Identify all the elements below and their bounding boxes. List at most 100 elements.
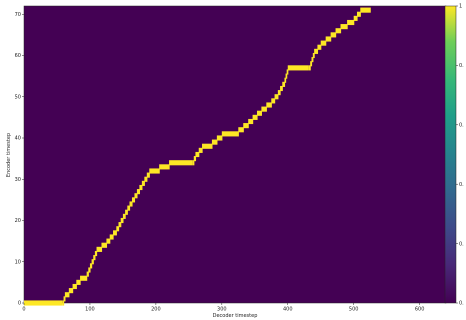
alignment-cell	[86, 271, 89, 277]
alignment-cell	[325, 36, 332, 42]
alignment-cell	[159, 164, 170, 170]
alignment-cell	[356, 11, 361, 17]
alignment-cell	[96, 246, 103, 252]
y-axis-ticks: 0 10 20 30 40 50 60 70	[15, 12, 24, 307]
alignment-cell	[125, 209, 128, 215]
alignment-cell	[277, 90, 281, 96]
alignment-cell	[118, 222, 122, 228]
alignment-cell	[134, 193, 138, 199]
alignment-cell	[131, 197, 136, 203]
alignment-cell	[195, 151, 200, 158]
alignment-cell	[88, 267, 91, 273]
alignment-cell	[221, 131, 239, 137]
colorbar-tick-label: 0.	[459, 63, 464, 69]
alignment-cell	[62, 300, 65, 306]
alignment-cell	[144, 176, 148, 182]
alignment-cell	[280, 85, 283, 92]
x-tick-label: 600	[415, 307, 425, 313]
alignment-cell	[202, 143, 213, 149]
alignment-cell	[76, 279, 81, 285]
alignment-cell	[256, 110, 262, 116]
alignment-cell	[274, 94, 279, 100]
alignment-cell	[340, 24, 348, 30]
alignment-cell	[310, 61, 313, 67]
alignment-cell	[101, 242, 108, 248]
alignment-cell	[282, 81, 286, 87]
alignment-cell	[127, 205, 131, 211]
y-tick-label: 40	[15, 136, 21, 142]
alignment-cell	[80, 275, 88, 281]
alignment-cell	[317, 44, 322, 50]
x-tick-label: 100	[85, 307, 95, 313]
alignment-cell	[122, 213, 126, 219]
alignment-cell	[286, 69, 289, 75]
alignment-cell	[314, 48, 319, 54]
alignment-cell	[113, 230, 117, 236]
alignment-cell	[353, 15, 358, 21]
alignment-cell	[198, 147, 203, 153]
alignment-cell	[129, 201, 133, 207]
alignment-cell	[266, 102, 272, 108]
alignment-cell	[243, 123, 249, 129]
alignment-cell	[139, 184, 143, 191]
colorbar	[444, 5, 457, 304]
y-tick-label: 50	[15, 94, 21, 100]
alignment-cell	[146, 172, 150, 178]
colorbar-ticks: 1 0. 0. 0. 0. 0.	[456, 4, 464, 307]
alignment-cell	[141, 180, 145, 186]
x-tick-label: 500	[349, 307, 359, 313]
alignment-cell	[64, 292, 70, 298]
alignment-cell	[248, 118, 254, 125]
alignment-cell	[91, 259, 94, 265]
alignment-cell	[216, 135, 223, 141]
alignment-cell	[330, 32, 337, 38]
alignment-cell	[193, 156, 197, 162]
alignment-cell	[211, 139, 218, 145]
alignment-cell	[24, 300, 63, 306]
alignment-cell	[94, 250, 98, 257]
alignment-cell	[347, 19, 355, 26]
colorbar-tick-label: 0.	[459, 182, 464, 188]
x-tick-label: 400	[283, 307, 293, 313]
alignment-cell	[192, 160, 195, 166]
alignment-cell	[136, 189, 140, 195]
alignment-cell	[120, 217, 124, 224]
x-tick-label: 0	[22, 307, 25, 313]
alignment-cell	[68, 288, 74, 294]
x-axis-ticks: 0 100 200 300 400 500 600	[22, 303, 424, 313]
y-axis-label: Encoder timestep	[6, 133, 12, 177]
colorbar-tick-label: 0.	[459, 241, 464, 247]
x-tick-label: 300	[217, 307, 227, 313]
alignment-cell	[312, 52, 315, 59]
alignment-cell	[308, 65, 311, 71]
y-tick-label: 60	[15, 53, 21, 59]
y-tick-label: 10	[15, 259, 21, 265]
alignment-cell	[72, 283, 77, 290]
alignment-cell	[149, 168, 160, 174]
colorbar-tick-label: 1	[459, 4, 462, 10]
colorbar-tick-label: 0.	[459, 301, 464, 307]
alignment-cell	[252, 114, 258, 120]
alignment-cell	[320, 40, 327, 46]
colorbar-tick-label: 0.	[459, 123, 464, 129]
y-tick-label: 30	[15, 177, 21, 183]
alignment-cell	[89, 263, 93, 269]
y-tick-label: 0	[18, 301, 21, 307]
alignment-cell	[285, 73, 288, 79]
y-tick-label: 70	[15, 12, 21, 18]
alignment-cell	[106, 238, 111, 244]
alignment-cell	[311, 57, 314, 63]
alignment-cell	[284, 77, 287, 83]
alignment-cell	[169, 160, 193, 166]
x-tick-label: 200	[151, 307, 161, 313]
alignment-cell	[109, 234, 114, 240]
alignment-cell	[287, 65, 309, 71]
alignment-cell	[93, 255, 96, 261]
heatmap-area	[23, 5, 447, 304]
y-tick-label: 20	[15, 218, 21, 224]
x-axis-label: Decoder timestep	[213, 313, 258, 319]
alignment-cell	[63, 296, 66, 302]
alignment-cell	[238, 127, 244, 133]
alignment-cell	[116, 226, 120, 232]
